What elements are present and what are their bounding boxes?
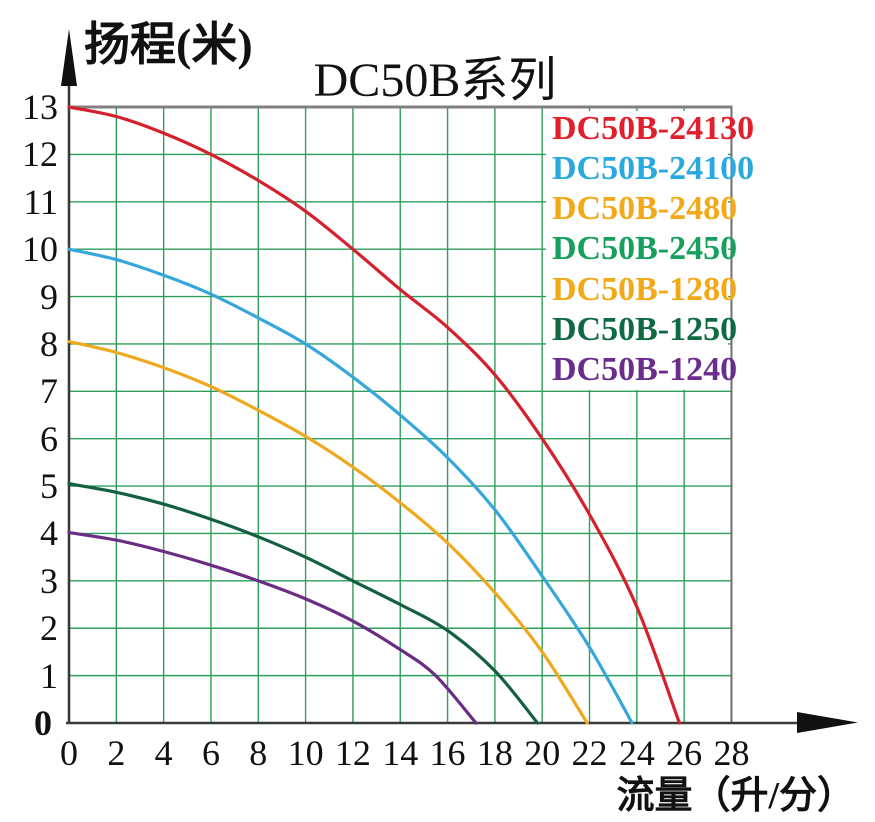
legend-item: DC50B-24130 bbox=[552, 110, 755, 147]
x-tick-label: 10 bbox=[287, 733, 324, 773]
legend-item: DC50B-1240 bbox=[552, 350, 738, 388]
y-tick-label: 9 bbox=[40, 276, 58, 317]
x-tick-label: 8 bbox=[249, 733, 268, 773]
x-tick-label: 22 bbox=[571, 733, 608, 773]
x-tick-label: 20 bbox=[524, 733, 561, 773]
legend: DC50B-24130 DC50B-24100 DC50B-2480 DC50B-24… bbox=[546, 110, 755, 390]
y-axis-arrow-icon bbox=[61, 29, 77, 86]
x-tick-label: 2 bbox=[107, 733, 126, 773]
y-tick-label: 2 bbox=[40, 608, 58, 649]
y-axis-title: 扬程(米) bbox=[84, 19, 253, 70]
x-tick-label: 4 bbox=[154, 733, 173, 773]
x-axis-title: 流量（升/分） bbox=[616, 775, 855, 817]
y-tick-label: 8 bbox=[40, 323, 58, 364]
legend-item: DC50B-2480 bbox=[552, 190, 738, 228]
series-curve bbox=[67, 247, 634, 725]
y-tick-label: 12 bbox=[22, 134, 58, 175]
legend-item: DC50B-2450 bbox=[552, 230, 738, 268]
series-curve bbox=[67, 482, 540, 725]
series-curve bbox=[67, 105, 681, 725]
y-tick-label: 7 bbox=[40, 371, 58, 412]
y-tick-label: 1 bbox=[40, 655, 58, 696]
x-tick-label: 26 bbox=[666, 733, 703, 773]
series-curve bbox=[67, 339, 589, 725]
x-tick-label: 12 bbox=[334, 733, 371, 773]
x-axis-arrow-icon bbox=[797, 712, 858, 733]
legend-item: DC50B-1250 bbox=[552, 310, 738, 348]
y-tick-label: 10 bbox=[22, 229, 58, 270]
x-tick-label: 18 bbox=[476, 733, 513, 773]
y-tick-label: 11 bbox=[23, 181, 58, 222]
series-curve bbox=[67, 530, 478, 725]
x-tick-label: 24 bbox=[618, 733, 655, 773]
y-tick-label: 0 bbox=[34, 703, 52, 743]
chart-title: DC50B系列 bbox=[313, 54, 557, 107]
x-tick-label: 16 bbox=[429, 733, 466, 773]
y-tick-label: 3 bbox=[40, 560, 58, 601]
x-tick-label: 6 bbox=[201, 733, 220, 773]
y-tick-label: 13 bbox=[22, 87, 58, 128]
y-tick-label: 5 bbox=[40, 466, 58, 507]
y-tick-label: 4 bbox=[40, 513, 58, 554]
x-tick-label: 14 bbox=[382, 733, 419, 773]
y-tick-label: 6 bbox=[40, 418, 58, 459]
x-tick-label: 0 bbox=[60, 733, 78, 773]
legend-item: DC50B-1280 bbox=[552, 270, 738, 308]
x-tick-label: 28 bbox=[713, 733, 750, 773]
legend-item: DC50B-24100 bbox=[552, 150, 755, 188]
